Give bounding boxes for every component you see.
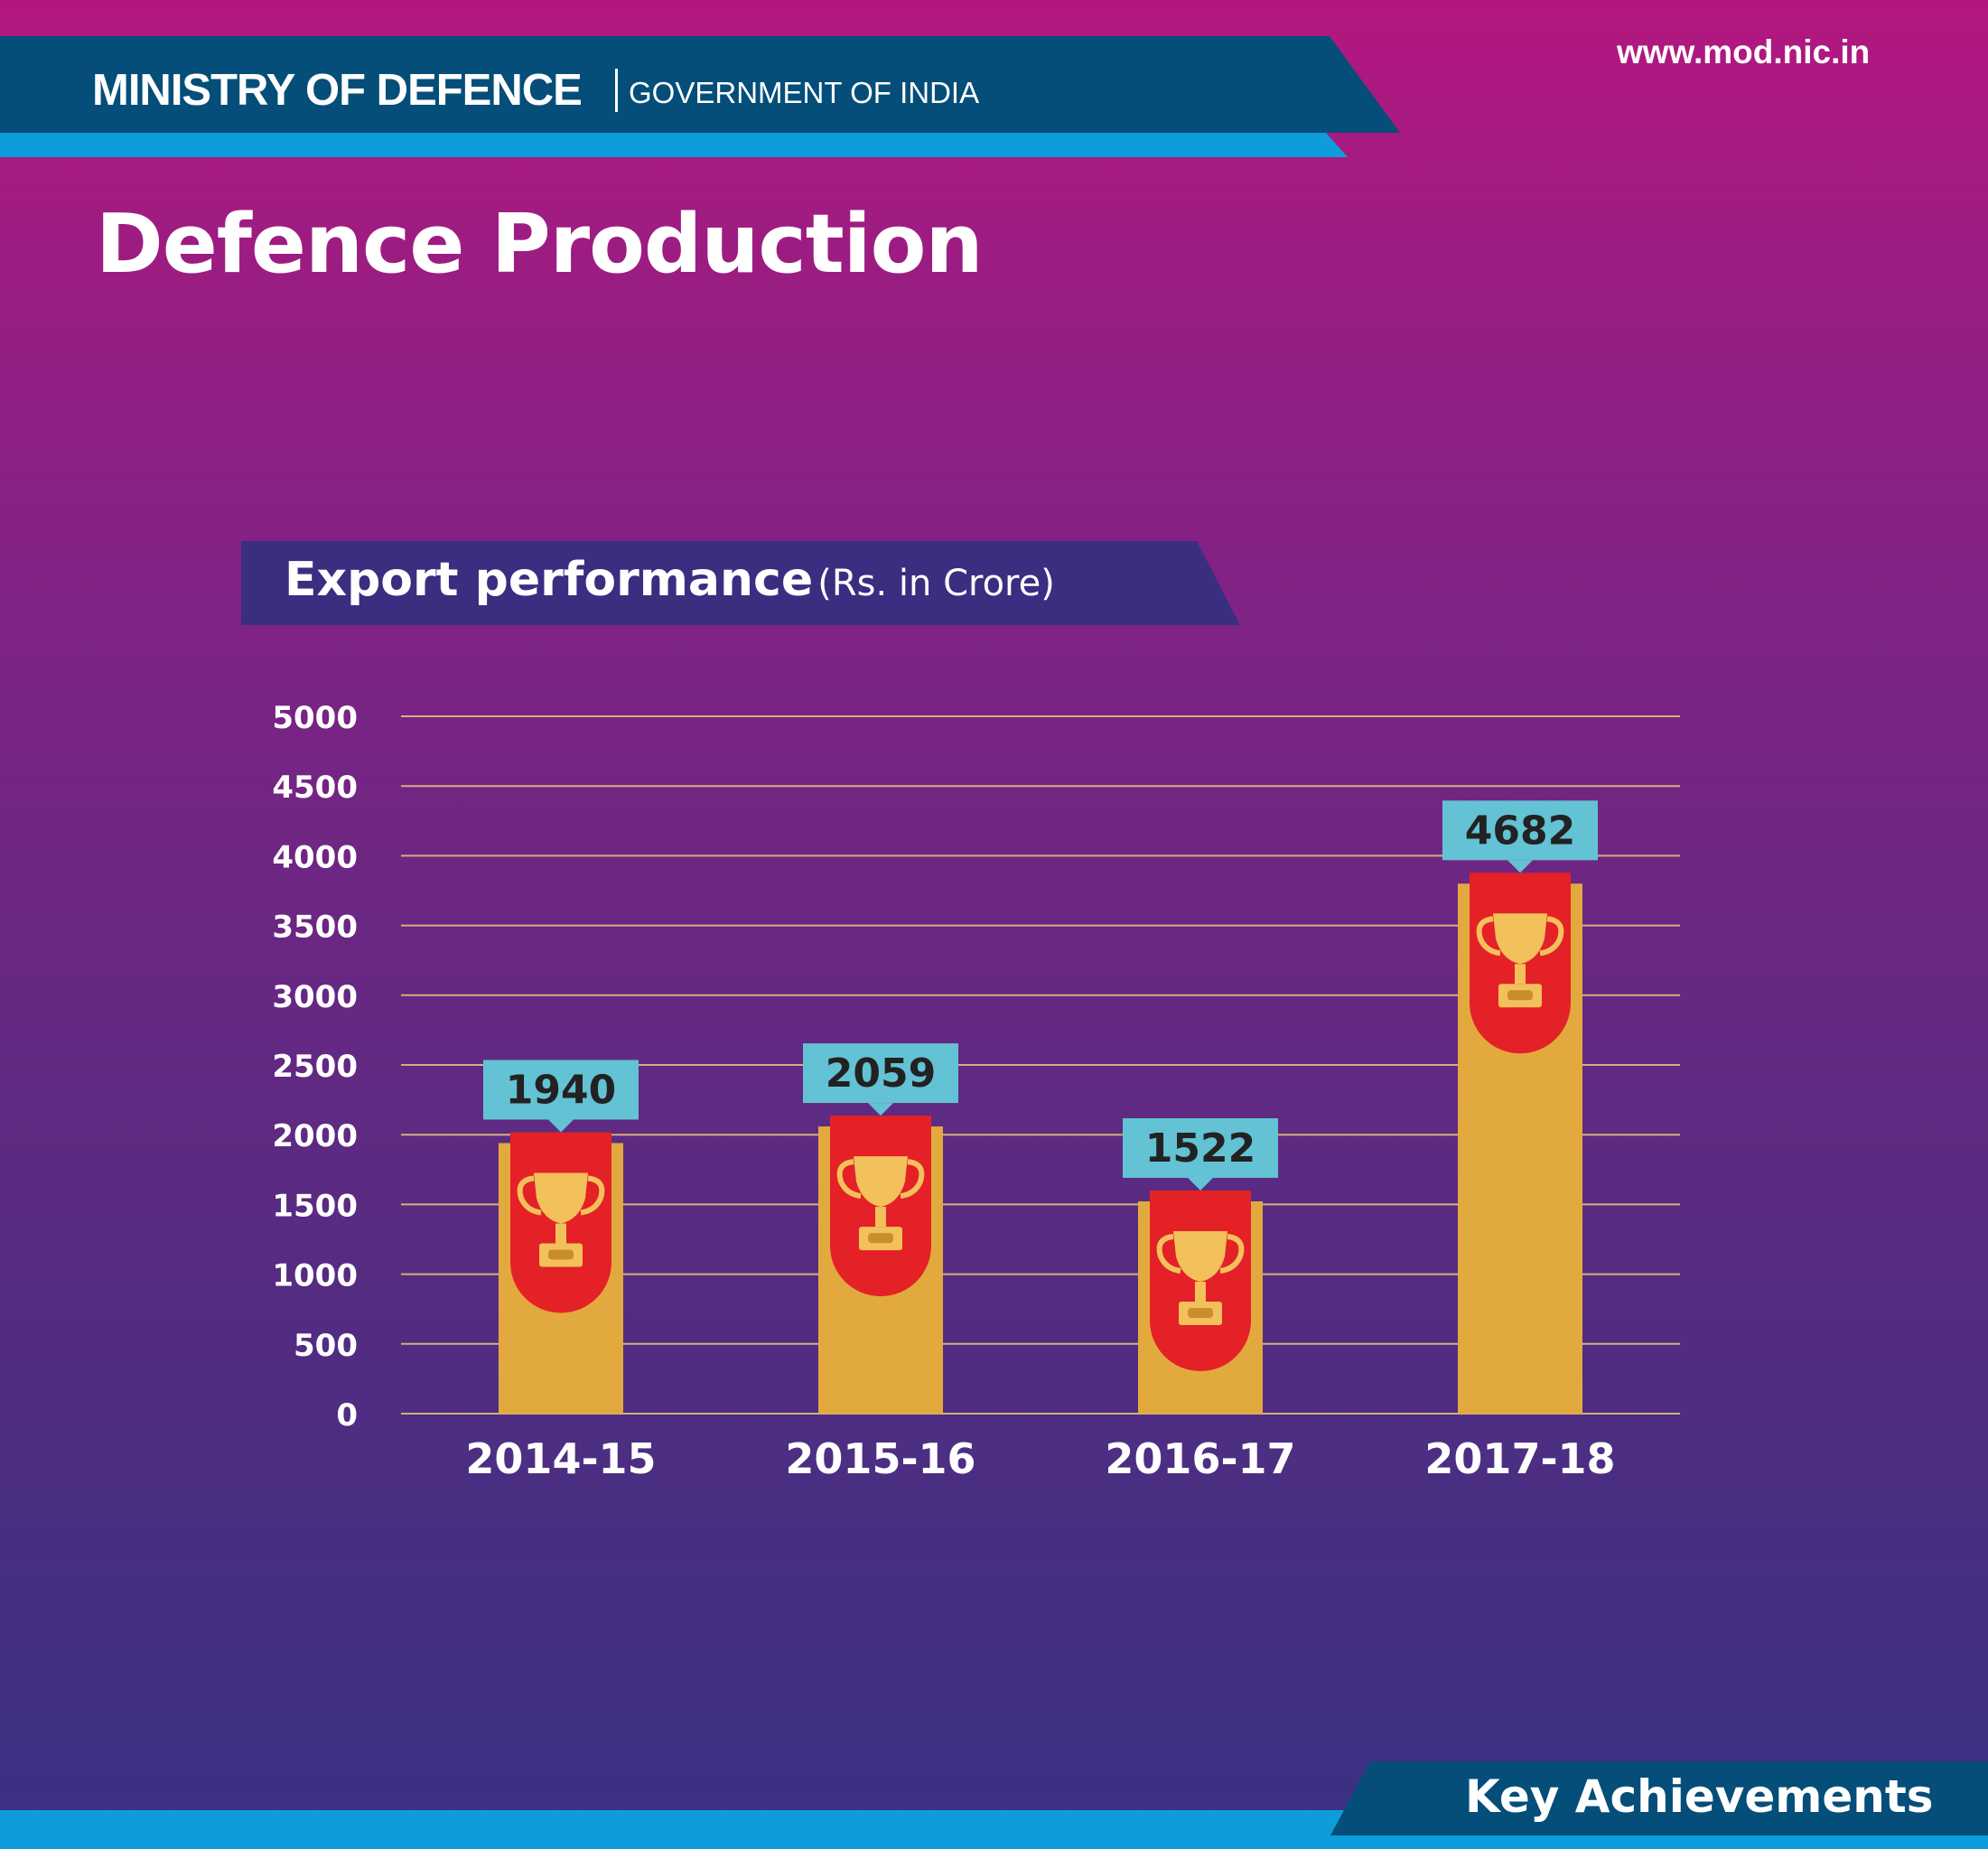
value-label: 4682 xyxy=(1442,800,1598,873)
trophy-handle-left xyxy=(517,1175,542,1216)
trophy-handle-right xyxy=(580,1175,605,1216)
chart-title-banner xyxy=(241,541,1240,625)
value-label-text: 1522 xyxy=(1145,1125,1255,1172)
y-tick-label: 1000 xyxy=(272,1258,358,1294)
value-label-pointer xyxy=(1507,860,1533,873)
y-tick-label: 4500 xyxy=(272,770,358,806)
trophy-stem xyxy=(555,1223,566,1244)
trophy-base xyxy=(1498,984,1542,1008)
trophy-handle-left xyxy=(1476,916,1501,957)
trophy-icon xyxy=(1156,1231,1245,1326)
y-tick-label: 1500 xyxy=(272,1188,358,1224)
trophy-plate xyxy=(868,1233,893,1244)
value-label: 1940 xyxy=(483,1060,639,1133)
x-tick-label: 2016-17 xyxy=(1105,1434,1295,1483)
trophy-plate xyxy=(1507,990,1533,1001)
trophy-handle-left xyxy=(836,1159,862,1200)
bar-group: 2059 xyxy=(803,1043,958,1414)
bar-ribbon xyxy=(830,1116,931,1297)
y-tick-label: 3500 xyxy=(272,910,358,946)
trophy-cup xyxy=(1493,913,1547,965)
trophy-plate xyxy=(548,1249,574,1260)
value-label-box xyxy=(483,1060,639,1120)
y-tick-label: 5000 xyxy=(272,700,358,736)
bar xyxy=(1458,883,1582,1414)
trophy-handle-left xyxy=(1156,1234,1181,1274)
x-axis-ticks: 2014-15 2015-16 2016-17 2017-18 xyxy=(465,1434,1615,1483)
chart-title: Export performance (Rs. in Crore) xyxy=(285,553,1055,607)
bar xyxy=(1138,1201,1263,1414)
y-tick-label: 2000 xyxy=(272,1118,358,1154)
value-label: 2059 xyxy=(803,1043,958,1116)
bar xyxy=(818,1126,943,1414)
value-label-box xyxy=(803,1043,958,1104)
trophy-handle-right xyxy=(900,1159,925,1200)
value-label-pointer xyxy=(868,1103,893,1116)
footer-banner xyxy=(1330,1761,1988,1835)
trophy-icon xyxy=(836,1156,925,1251)
trophy-base xyxy=(859,1227,902,1251)
trophy-plate xyxy=(1188,1308,1213,1319)
header-divider xyxy=(615,69,618,112)
bar-ribbon xyxy=(510,1132,611,1313)
trophy-base xyxy=(1179,1302,1222,1326)
y-axis-ticks: 0 500 1000 1500 2000 2500 3000 3500 4000 4500 5000 xyxy=(272,700,358,1433)
value-label-pointer xyxy=(1188,1178,1213,1191)
ministry-name: MINISTRY OF DEFENCE xyxy=(92,66,583,115)
trophy-icon xyxy=(1476,913,1564,1008)
trophy-handle-right xyxy=(1539,916,1564,957)
bar-group: 4682 xyxy=(1442,800,1598,1414)
trophy-stem xyxy=(875,1207,886,1228)
chart-title-unit: (Rs. in Crore) xyxy=(817,563,1055,604)
grid-lines xyxy=(401,715,1680,1415)
y-tick-label: 3000 xyxy=(272,979,358,1015)
chart-title-main: Export performance xyxy=(285,553,814,607)
trophy-cup xyxy=(534,1172,588,1224)
bars: 1940 2059 1522 4682 xyxy=(483,800,1598,1414)
footer-label: Key Achievements xyxy=(1465,1770,1934,1823)
trophy-handle-right xyxy=(1219,1234,1245,1274)
y-tick-label: 0 xyxy=(336,1397,358,1433)
bar xyxy=(499,1143,623,1414)
bar-ribbon xyxy=(1470,873,1571,1054)
value-label-box xyxy=(1442,800,1598,861)
trophy-cup xyxy=(854,1156,908,1208)
bar-group: 1522 xyxy=(1123,1118,1278,1414)
header-accent-stripe xyxy=(0,133,1348,157)
trophy-cup xyxy=(1173,1231,1227,1283)
x-tick-label: 2014-15 xyxy=(465,1434,656,1483)
trophy-stem xyxy=(1195,1282,1206,1303)
value-label-text: 1940 xyxy=(506,1067,616,1113)
bar-group: 1940 xyxy=(483,1060,639,1414)
trophy-base xyxy=(539,1243,583,1267)
header-banner xyxy=(0,36,1400,133)
page-title: Defence Production xyxy=(96,197,984,292)
value-label: 1522 xyxy=(1123,1118,1278,1191)
government-name: GOVERNMENT OF INDIA xyxy=(629,76,980,109)
value-label-text: 4682 xyxy=(1465,808,1575,854)
x-tick-label: 2017-18 xyxy=(1424,1434,1615,1483)
y-tick-label: 2500 xyxy=(272,1049,358,1085)
website-link[interactable]: www.mod.nic.in xyxy=(1617,33,1871,70)
trophy-stem xyxy=(1515,964,1526,985)
value-label-box xyxy=(1123,1118,1278,1179)
x-tick-label: 2015-16 xyxy=(785,1434,975,1483)
trophy-icon xyxy=(517,1172,605,1267)
value-label-pointer xyxy=(548,1119,574,1133)
value-label-text: 2059 xyxy=(826,1051,936,1097)
bar-ribbon xyxy=(1150,1191,1251,1372)
y-tick-label: 500 xyxy=(294,1328,358,1364)
y-tick-label: 4000 xyxy=(272,839,358,875)
